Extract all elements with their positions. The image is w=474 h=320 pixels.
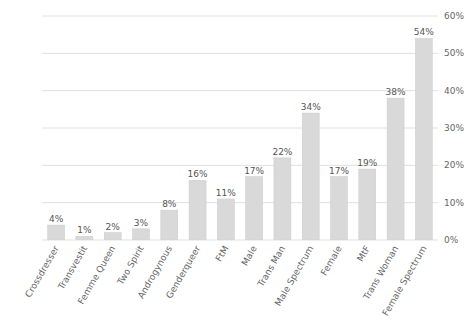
x-tick-label: Female [319, 244, 344, 278]
bars [48, 38, 433, 240]
x-axis: CrossdresserTransvestitFemme QueenTwo Sp… [23, 244, 428, 318]
bar [331, 177, 348, 240]
data-label: 17% [329, 166, 349, 176]
bar [415, 38, 432, 240]
y-tick-label: 30% [444, 123, 464, 133]
y-tick-label: 0% [444, 235, 459, 245]
chart-container: 0% 10% 20% 30% 40% 50% 60% 4% 1% 2% 3% 8% 16% 11% 17% 2… [0, 0, 474, 320]
data-labels: 4% 1% 2% 3% 8% 16% 11% 17% 22% 34% 17% 19% 38% 54% [49, 27, 434, 235]
data-label: 22% [272, 147, 292, 157]
bar [274, 158, 291, 240]
y-axis: 0% 10% 20% 30% 40% 50% 60% [444, 11, 464, 245]
grid-line [42, 128, 438, 129]
grid-line [42, 240, 438, 241]
data-label: 2% [106, 222, 121, 232]
grid-line [42, 165, 438, 166]
data-label: 4% [49, 214, 64, 224]
bar [217, 199, 234, 240]
x-tick-label: Male [240, 244, 260, 268]
x-tick-label: MtF [355, 244, 372, 263]
bar [48, 225, 65, 240]
y-tick-label: 10% [444, 198, 464, 208]
bar [359, 169, 376, 240]
grid-line [42, 16, 438, 17]
bar [76, 236, 93, 240]
grid-line [42, 53, 438, 54]
bar [133, 229, 150, 240]
bar [387, 98, 404, 240]
data-label: 38% [386, 87, 406, 97]
data-label: 16% [188, 169, 208, 179]
grid-line [42, 90, 438, 91]
bar [189, 180, 206, 240]
x-tick-label: Genderqueer [164, 244, 202, 301]
data-label: 3% [134, 218, 149, 228]
data-label: 11% [216, 188, 236, 198]
bar [104, 233, 121, 240]
bar [302, 113, 319, 240]
y-tick-label: 50% [444, 48, 464, 58]
y-tick-label: 20% [444, 160, 464, 170]
grid-line [42, 202, 438, 203]
data-label: 1% [77, 225, 92, 235]
x-tick-label: FtM [214, 244, 231, 263]
data-label: 8% [162, 199, 177, 209]
y-tick-label: 60% [444, 11, 464, 21]
x-tick-label: Two Spirit [115, 244, 146, 288]
x-tick-label: Male Spectrum [273, 244, 316, 308]
data-label: 19% [357, 158, 377, 168]
chart-svg: 0% 10% 20% 30% 40% 50% 60% 4% 1% 2% 3% 8% 16% 11% 17% 2… [0, 0, 474, 320]
data-label: 54% [414, 27, 434, 37]
grid [42, 16, 438, 240]
y-tick-label: 40% [444, 86, 464, 96]
x-tick-label: Crossdresser [23, 244, 61, 300]
data-label: 17% [244, 166, 264, 176]
x-tick-label: Femme Queen [76, 244, 118, 306]
data-label: 34% [301, 102, 321, 112]
bar [161, 210, 178, 240]
x-tick-label: Female Spectrum [380, 244, 428, 317]
x-tick-label: Trans Man [255, 244, 287, 289]
page: {"chart_data": {"type": "bar", "categori… [0, 0, 474, 320]
bar [246, 177, 263, 240]
